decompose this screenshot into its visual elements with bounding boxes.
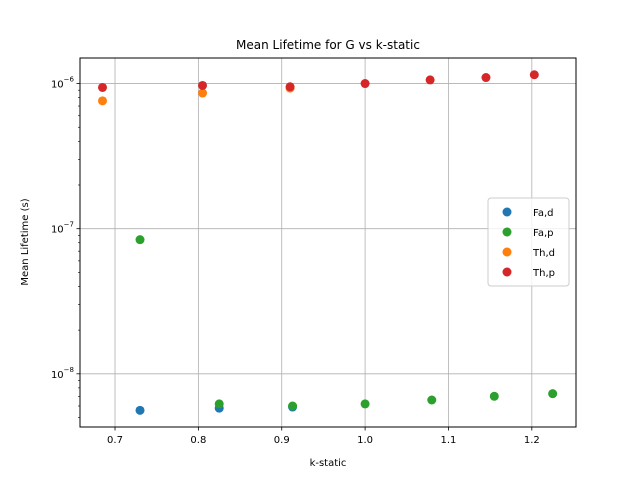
point-th-p bbox=[285, 82, 295, 92]
point-fa-p bbox=[214, 399, 224, 409]
data-points bbox=[98, 70, 558, 415]
point-th-p bbox=[425, 75, 435, 85]
x-tick-label: 1.0 bbox=[357, 435, 373, 446]
y-tick-label: 10−7 bbox=[51, 221, 74, 236]
x-tick-label: 1.1 bbox=[441, 435, 457, 446]
point-fa-p bbox=[548, 389, 558, 399]
legend-label: Fa,p bbox=[533, 228, 554, 239]
y-tick-label: 10−8 bbox=[51, 366, 74, 381]
legend-box bbox=[487, 197, 570, 287]
y-axis-ticks: 10−8 10−7 10−6 bbox=[51, 76, 80, 418]
point-fa-p bbox=[135, 235, 145, 245]
legend-label: Th,d bbox=[532, 248, 555, 259]
y-tick-label: 10−6 bbox=[51, 76, 75, 91]
x-tick-label: 1.2 bbox=[524, 435, 540, 446]
x-axis-ticks: 0.7 0.8 0.9 1.0 1.1 1.2 bbox=[107, 427, 540, 446]
point-th-p bbox=[198, 80, 208, 90]
point-fa-p bbox=[427, 395, 437, 405]
point-fa-p bbox=[489, 391, 499, 401]
point-th-p bbox=[529, 70, 539, 80]
point-th-p bbox=[98, 82, 108, 92]
legend-label: Th,p bbox=[532, 268, 555, 279]
point-fa-p bbox=[288, 401, 298, 411]
legend-marker-fa-d bbox=[502, 207, 512, 217]
x-tick-label: 0.8 bbox=[190, 435, 206, 446]
y-axis-label: Mean Lifetime (s) bbox=[20, 198, 31, 285]
chart-title: Mean Lifetime for G vs k-static bbox=[236, 38, 420, 52]
legend-label: Fa,d bbox=[533, 208, 554, 219]
legend-marker-fa-p bbox=[502, 227, 512, 237]
point-fa-d bbox=[135, 405, 145, 415]
point-fa-p bbox=[360, 399, 370, 409]
legend: Fa,d Fa,p Th,d Th,p bbox=[487, 197, 570, 287]
x-tick-label: 0.9 bbox=[274, 435, 290, 446]
point-th-p bbox=[360, 79, 370, 89]
point-th-d bbox=[98, 96, 108, 106]
point-th-p bbox=[481, 73, 491, 83]
legend-marker-th-p bbox=[502, 267, 512, 277]
x-tick-label: 0.7 bbox=[107, 435, 123, 446]
point-th-d bbox=[198, 88, 208, 98]
x-axis-label: k-static bbox=[310, 458, 347, 469]
legend-marker-th-d bbox=[502, 247, 512, 257]
